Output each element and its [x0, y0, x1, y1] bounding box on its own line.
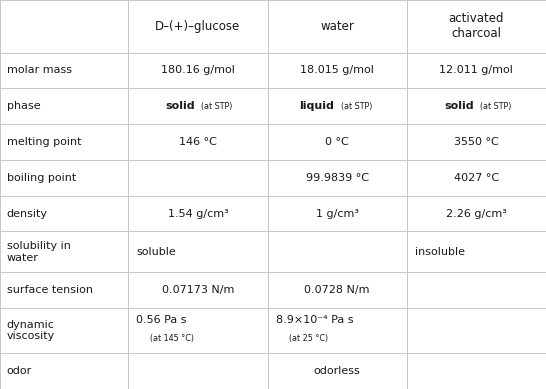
Text: dynamic
viscosity: dynamic viscosity [7, 320, 55, 341]
Text: melting point: melting point [7, 137, 81, 147]
Text: (at STP): (at STP) [475, 102, 511, 111]
Text: density: density [7, 209, 48, 219]
Text: solid: solid [165, 101, 195, 111]
Text: surface tension: surface tension [7, 285, 93, 295]
Text: 2.26 g/cm³: 2.26 g/cm³ [446, 209, 507, 219]
Text: phase: phase [7, 101, 40, 111]
Text: solid: solid [444, 101, 474, 111]
Text: boiling point: boiling point [7, 173, 76, 183]
Text: odorless: odorless [314, 366, 360, 376]
Text: 0.07173 N/m: 0.07173 N/m [162, 285, 234, 295]
Text: 99.9839 °C: 99.9839 °C [306, 173, 369, 183]
Text: (at STP): (at STP) [335, 102, 372, 111]
Text: (at 25 °C): (at 25 °C) [289, 334, 329, 343]
Text: liquid: liquid [300, 101, 334, 111]
Text: molar mass: molar mass [7, 65, 72, 75]
Text: 12.011 g/mol: 12.011 g/mol [440, 65, 513, 75]
Text: 0 °C: 0 °C [325, 137, 349, 147]
Text: 0.56 Pa s: 0.56 Pa s [136, 315, 187, 325]
Text: water: water [320, 20, 354, 33]
Text: soluble: soluble [136, 247, 176, 257]
Text: solubility in
water: solubility in water [7, 241, 70, 263]
Text: 8.9×10⁻⁴ Pa s: 8.9×10⁻⁴ Pa s [276, 315, 353, 325]
Text: 18.015 g/mol: 18.015 g/mol [300, 65, 374, 75]
Text: 1 g/cm³: 1 g/cm³ [316, 209, 359, 219]
Text: 4027 °C: 4027 °C [454, 173, 499, 183]
Text: 146 °C: 146 °C [179, 137, 217, 147]
Text: (at STP): (at STP) [197, 102, 233, 111]
Text: D–(+)–glucose: D–(+)–glucose [155, 20, 241, 33]
Text: odor: odor [7, 366, 32, 376]
Text: 180.16 g/mol: 180.16 g/mol [161, 65, 235, 75]
Text: insoluble: insoluble [415, 247, 465, 257]
Text: 0.0728 N/m: 0.0728 N/m [305, 285, 370, 295]
Text: (at 145 °C): (at 145 °C) [150, 334, 194, 343]
Text: 1.54 g/cm³: 1.54 g/cm³ [168, 209, 228, 219]
Text: 3550 °C: 3550 °C [454, 137, 498, 147]
Text: activated
charcoal: activated charcoal [449, 12, 504, 40]
